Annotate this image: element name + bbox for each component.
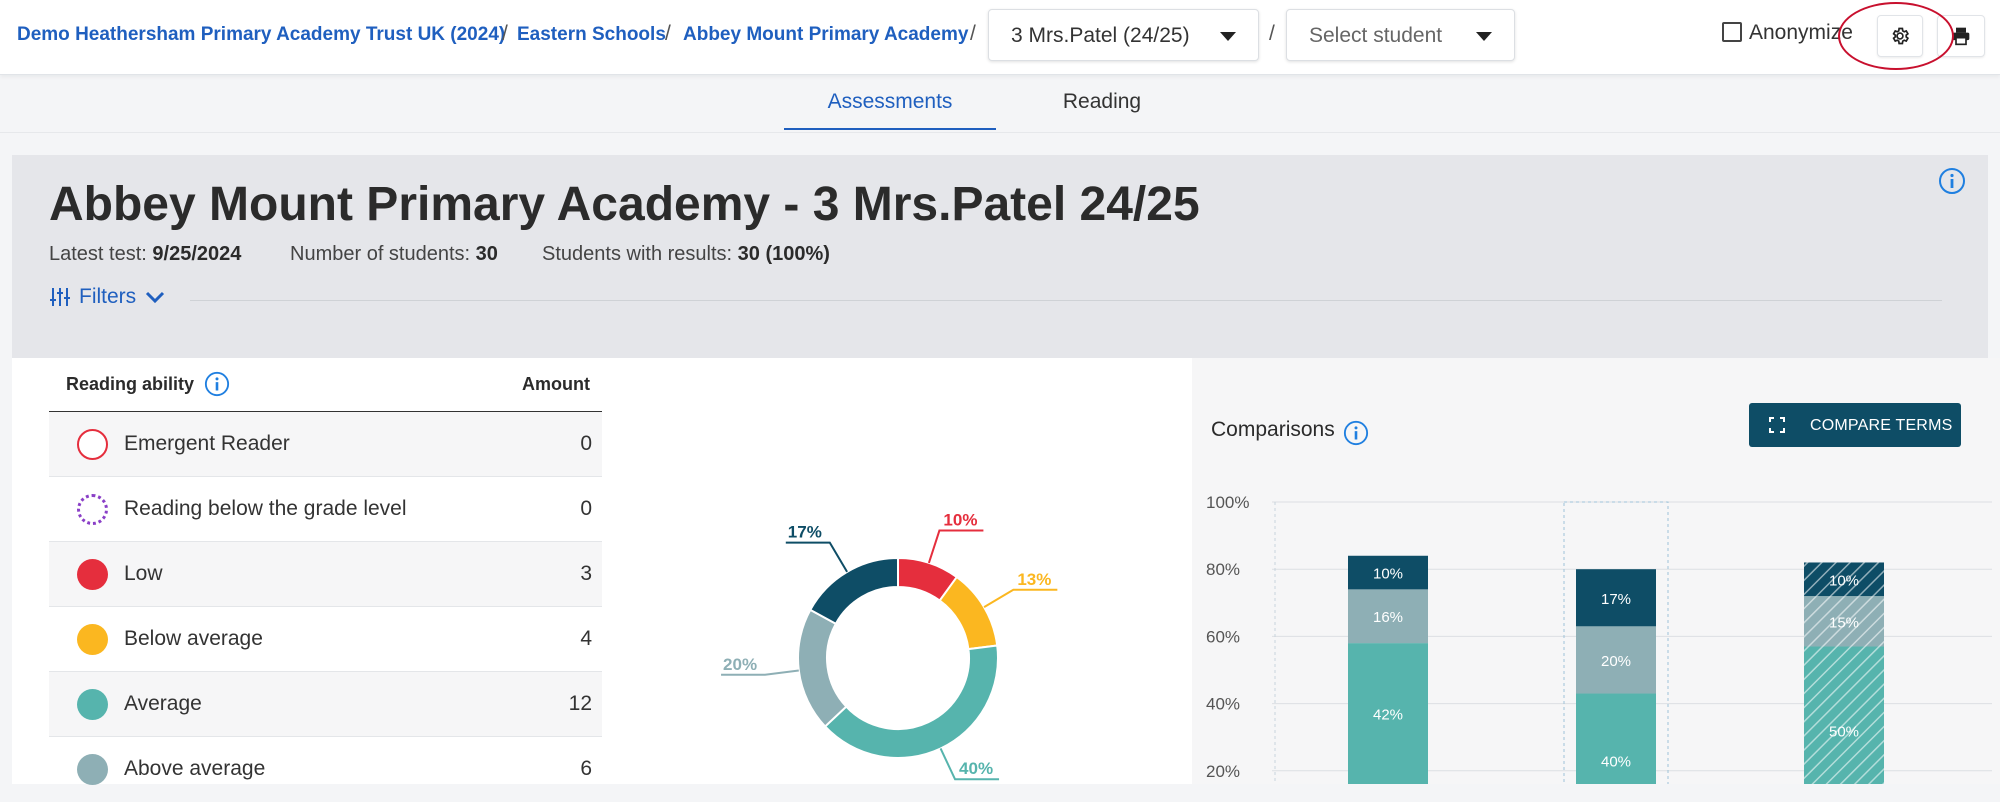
bar-value-label: 15% bbox=[1829, 614, 1859, 631]
anonymize-label: Anonymize bbox=[1749, 21, 1853, 44]
table-row: Emergent Reader 0 bbox=[49, 412, 602, 477]
expand-icon bbox=[1769, 417, 1785, 433]
donut-value-label: 17% bbox=[788, 523, 822, 542]
emergent-reader-ring-icon bbox=[77, 429, 108, 460]
bar-segment bbox=[1576, 693, 1656, 784]
students-with-results-info: Students with results: 30 (100%) bbox=[542, 243, 830, 265]
number-of-students-info: Number of students: 30 bbox=[290, 243, 498, 265]
stacked-bar[interactable]: 40% 20% 17% bbox=[1563, 501, 1669, 784]
anonymize-checkbox[interactable] bbox=[1722, 22, 1742, 42]
low-dot-icon bbox=[77, 559, 108, 590]
reading-ability-donut-chart: 10% 13% 40% 20% 17% bbox=[721, 511, 1058, 781]
bar-value-label: 50% bbox=[1829, 723, 1859, 740]
donut-value-label: 40% bbox=[959, 759, 993, 778]
filters-toggle[interactable]: Filters bbox=[49, 285, 166, 309]
info-icon[interactable] bbox=[204, 371, 230, 397]
latest-test-info: Latest test: 9/25/2024 bbox=[49, 243, 242, 265]
bar-value-label: 42% bbox=[1373, 707, 1403, 724]
compare-terms-button[interactable]: COMPARE TERMS bbox=[1749, 403, 1961, 447]
bar-highlight-outline bbox=[1563, 501, 1669, 784]
bar-segment bbox=[1348, 589, 1428, 644]
filters-divider bbox=[190, 300, 1942, 301]
above-average-dot-icon bbox=[77, 754, 108, 785]
report-header-panel bbox=[12, 155, 1988, 358]
bar-value-label: 10% bbox=[1829, 572, 1859, 589]
donut-value-label: 20% bbox=[723, 655, 757, 674]
bar-segment bbox=[1348, 555, 1428, 590]
info-icon[interactable] bbox=[1343, 420, 1369, 446]
breadcrumb-separator: / bbox=[1269, 22, 1275, 45]
stacked-bar[interactable]: 16%42%16%10% bbox=[1348, 555, 1428, 784]
tab-reading[interactable]: Reading bbox=[1062, 90, 1142, 113]
donut-leader-line bbox=[927, 529, 984, 564]
bar-segment bbox=[1348, 643, 1428, 784]
bar-value-label: 40% bbox=[1601, 754, 1631, 771]
table-row: Above average 6 bbox=[49, 737, 602, 802]
comparisons-title: Comparisons bbox=[1211, 418, 1335, 441]
bar-value-label: 16% bbox=[1373, 609, 1403, 626]
highlight-circle-annotation bbox=[1838, 2, 1954, 70]
table-row: Below average 4 bbox=[49, 607, 602, 672]
y-tick-label: 20% bbox=[1206, 762, 1240, 781]
printer-icon bbox=[1952, 27, 1970, 46]
class-select-value: 3 Mrs.Patel (24/25) bbox=[1011, 24, 1190, 47]
page-title: Abbey Mount Primary Academy - 3 Mrs.Pate… bbox=[49, 178, 1200, 231]
bar-segment-hatch bbox=[1804, 646, 1884, 784]
donut-slice[interactable] bbox=[797, 608, 848, 728]
donut-value-label: 13% bbox=[1017, 570, 1051, 589]
bar-value-label: 17% bbox=[1601, 591, 1631, 608]
bar-value-label: 10% bbox=[1373, 566, 1403, 583]
table-row: Reading below the grade level 0 bbox=[49, 477, 602, 542]
tab-divider bbox=[0, 132, 2000, 133]
y-tick-label: 80% bbox=[1206, 560, 1240, 579]
bar-segment-hatch bbox=[1804, 596, 1884, 647]
sliders-icon bbox=[50, 288, 70, 306]
tab-assessments[interactable]: Assessments bbox=[784, 90, 996, 130]
breadcrumb-separator: / bbox=[502, 22, 508, 45]
chevron-down-icon bbox=[1220, 32, 1236, 41]
donut-slice[interactable] bbox=[823, 644, 999, 759]
donut-leader-line bbox=[983, 588, 1058, 608]
average-dot-icon bbox=[77, 689, 108, 720]
bar-segment-hatch bbox=[1804, 562, 1884, 597]
donut-leader-line bbox=[785, 541, 848, 573]
donut-leader-line bbox=[939, 748, 1000, 781]
breadcrumb-school-link[interactable]: Abbey Mount Primary Academy bbox=[683, 24, 969, 45]
breadcrumb-separator: / bbox=[665, 22, 671, 45]
below-grade-dotted-ring-icon bbox=[77, 494, 108, 525]
stacked-bar[interactable]: 15%50%15%10% bbox=[1804, 562, 1884, 784]
breadcrumb-separator: / bbox=[970, 22, 976, 45]
donut-slice[interactable] bbox=[938, 575, 999, 651]
comparisons-stacked-bar-chart: 20%40%60%80%100%16%42%16%10%40%20%17%15%… bbox=[1206, 493, 1992, 784]
class-select[interactable]: 3 Mrs.Patel (24/25) bbox=[988, 9, 1259, 61]
y-tick-label: 100% bbox=[1206, 493, 1249, 512]
filters-label: Filters bbox=[79, 285, 137, 308]
donut-leader-line bbox=[721, 669, 799, 676]
bar-value-label: 20% bbox=[1601, 653, 1631, 670]
chevron-down-icon bbox=[1476, 32, 1492, 41]
y-tick-label: 60% bbox=[1206, 627, 1240, 646]
student-select[interactable]: Select student bbox=[1286, 9, 1515, 61]
breadcrumb-trust-link[interactable]: Demo Heathersham Primary Academy Trust U… bbox=[17, 24, 506, 45]
donut-slice[interactable] bbox=[809, 556, 899, 626]
breadcrumb-region-link[interactable]: Eastern Schools bbox=[517, 24, 666, 45]
table-row: Average 12 bbox=[49, 672, 602, 737]
info-icon[interactable] bbox=[1938, 167, 1966, 195]
chevron-down-icon bbox=[146, 291, 165, 304]
amount-header: Amount bbox=[522, 374, 590, 394]
below-average-dot-icon bbox=[77, 624, 108, 655]
y-tick-label: 40% bbox=[1206, 695, 1240, 714]
table-row: Low 3 bbox=[49, 542, 602, 607]
bar-segment bbox=[1576, 569, 1656, 627]
donut-value-label: 10% bbox=[943, 511, 977, 530]
bar-segment bbox=[1576, 626, 1656, 694]
reading-ability-header: Reading ability bbox=[66, 374, 195, 394]
student-select-placeholder: Select student bbox=[1309, 24, 1443, 47]
